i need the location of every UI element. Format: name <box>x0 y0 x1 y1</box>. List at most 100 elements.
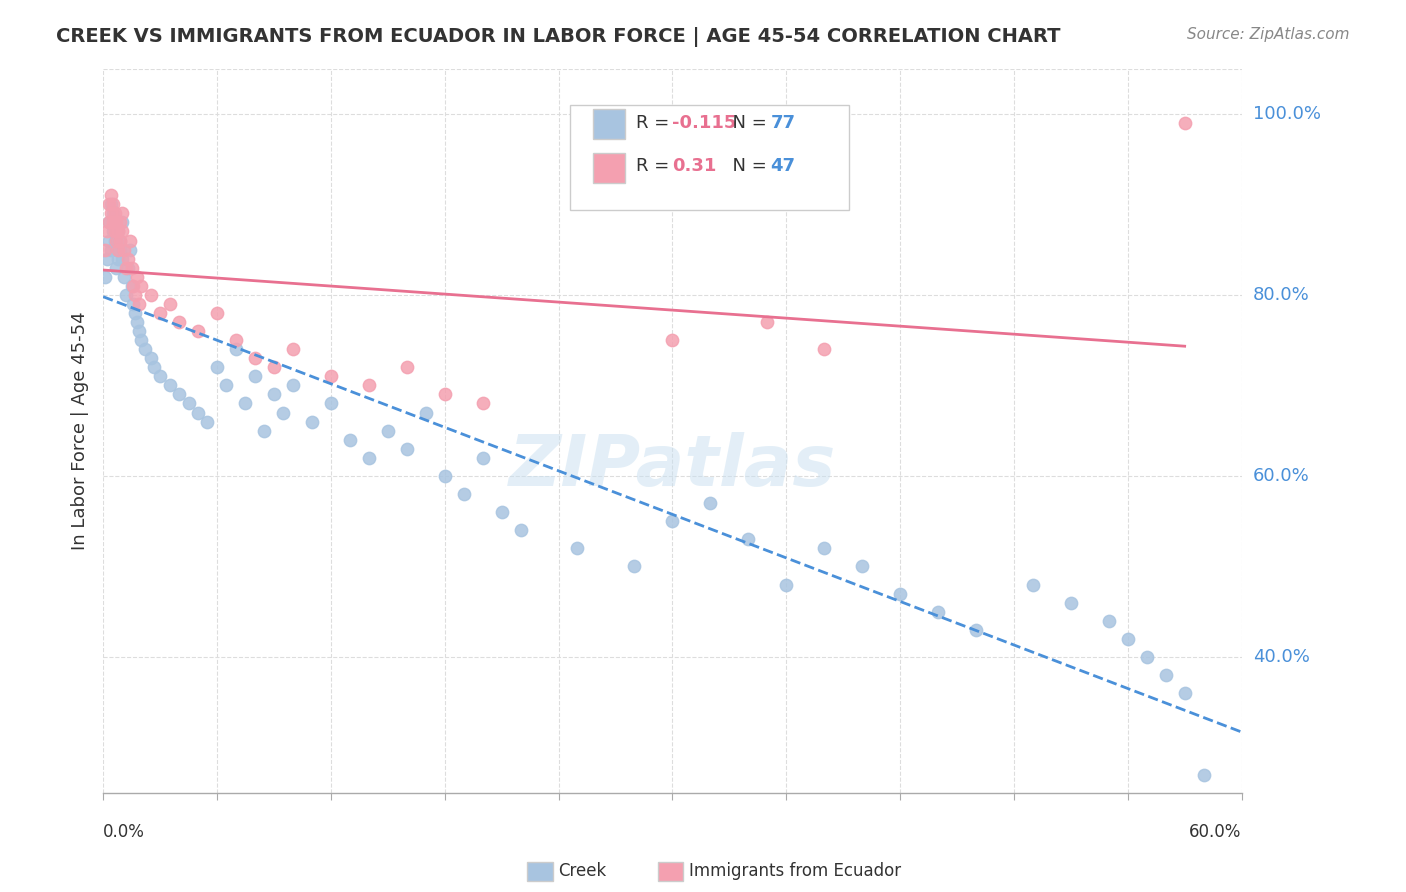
Point <box>94 269 117 284</box>
Point <box>139 351 162 366</box>
Point <box>491 505 513 519</box>
Point <box>129 333 152 347</box>
Point <box>101 215 124 229</box>
Point <box>101 197 124 211</box>
Point <box>509 523 531 537</box>
Point <box>1154 668 1177 682</box>
Point <box>433 469 456 483</box>
Text: Creek: Creek <box>558 863 606 880</box>
Point <box>121 278 143 293</box>
Point <box>927 605 949 619</box>
Point <box>167 315 190 329</box>
Text: 0.0%: 0.0% <box>103 823 145 841</box>
Point <box>117 252 139 266</box>
Point <box>111 206 134 220</box>
Point <box>357 450 380 465</box>
Point <box>187 324 209 338</box>
FancyBboxPatch shape <box>569 104 849 210</box>
Point <box>134 342 156 356</box>
Point <box>567 541 589 556</box>
Point <box>197 415 219 429</box>
Point <box>108 234 131 248</box>
Point <box>107 252 129 266</box>
Point <box>661 333 683 347</box>
Point <box>103 234 125 248</box>
Point <box>139 288 162 302</box>
Point <box>159 297 181 311</box>
Point <box>433 387 456 401</box>
Point <box>273 405 295 419</box>
Point <box>453 487 475 501</box>
Point <box>105 234 128 248</box>
Point <box>108 234 131 248</box>
Point <box>395 442 418 456</box>
Point <box>471 450 494 465</box>
Point <box>1192 767 1215 781</box>
Point <box>121 260 143 275</box>
Point <box>101 206 124 220</box>
Point <box>167 387 190 401</box>
Point <box>205 306 228 320</box>
Point <box>108 243 131 257</box>
Point <box>319 396 342 410</box>
Point <box>103 206 125 220</box>
Point <box>263 387 285 401</box>
Point <box>96 252 118 266</box>
Point <box>149 369 172 384</box>
Point <box>851 559 873 574</box>
Point <box>105 243 128 257</box>
Point <box>889 586 911 600</box>
Text: R =: R = <box>636 157 675 176</box>
Point <box>100 197 122 211</box>
Point <box>699 496 721 510</box>
Point <box>623 559 645 574</box>
Point <box>103 225 125 239</box>
Point <box>235 396 257 410</box>
Point <box>149 306 172 320</box>
Point <box>100 206 122 220</box>
Point <box>319 369 342 384</box>
Point <box>105 215 128 229</box>
Text: ZIPatlas: ZIPatlas <box>509 433 837 501</box>
Point <box>112 269 135 284</box>
Text: 80.0%: 80.0% <box>1253 285 1309 304</box>
Point <box>124 306 146 320</box>
Point <box>107 243 129 257</box>
Point <box>1116 632 1139 646</box>
Text: Source: ZipAtlas.com: Source: ZipAtlas.com <box>1187 27 1350 42</box>
Point <box>775 577 797 591</box>
Point <box>118 234 141 248</box>
Text: 40.0%: 40.0% <box>1253 648 1309 666</box>
Text: -0.115: -0.115 <box>672 114 737 132</box>
Point <box>122 278 145 293</box>
Point <box>128 297 150 311</box>
Point <box>97 197 120 211</box>
Point <box>107 225 129 239</box>
Y-axis label: In Labor Force | Age 45-54: In Labor Force | Age 45-54 <box>72 311 89 550</box>
Point <box>129 278 152 293</box>
Point <box>1174 116 1197 130</box>
Point <box>105 260 128 275</box>
Text: 0.31: 0.31 <box>672 157 717 176</box>
Point <box>756 315 779 329</box>
Point <box>357 378 380 392</box>
Text: 77: 77 <box>770 114 796 132</box>
Point <box>281 342 304 356</box>
Point <box>1174 686 1197 700</box>
Point <box>159 378 181 392</box>
Point <box>965 623 987 637</box>
Point <box>225 333 247 347</box>
Point <box>253 424 276 438</box>
Point <box>187 405 209 419</box>
Point <box>122 297 145 311</box>
Bar <box>593 153 624 183</box>
Point <box>415 405 437 419</box>
Point <box>107 225 129 239</box>
Point <box>281 378 304 392</box>
Text: N =: N = <box>721 114 773 132</box>
Point <box>471 396 494 410</box>
Point <box>1098 614 1121 628</box>
Text: R =: R = <box>636 114 675 132</box>
Text: 60.0%: 60.0% <box>1189 823 1241 841</box>
Point <box>205 360 228 375</box>
